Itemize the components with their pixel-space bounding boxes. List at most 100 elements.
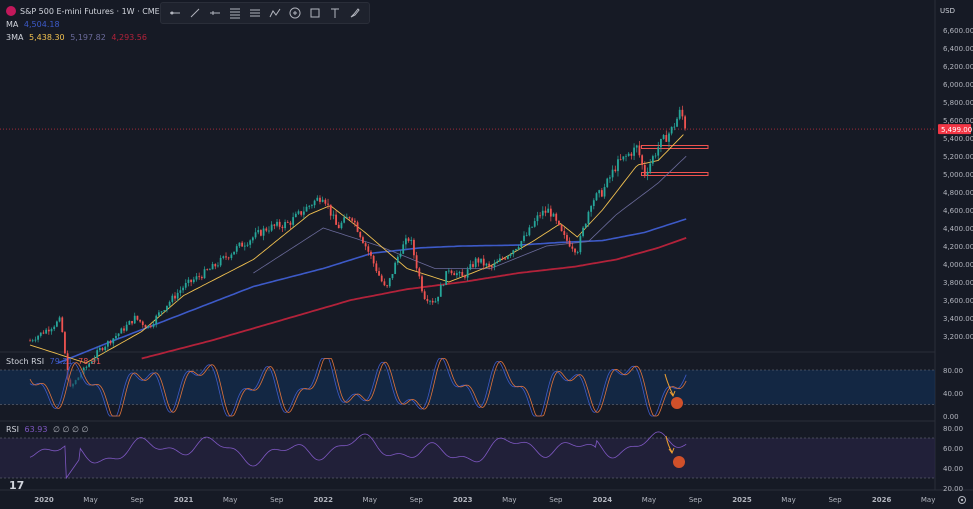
candle-body <box>469 264 472 270</box>
candle-body <box>399 253 402 257</box>
candle-body <box>104 346 107 351</box>
stoch-legend[interactable]: Stoch RSI 79.21 78.91 <box>6 357 101 366</box>
candle-body <box>286 222 289 223</box>
candle-body <box>93 357 96 362</box>
time-tick-label: Sep <box>130 496 144 504</box>
ma3-legend[interactable]: 3MA 5,438.30 5,197.82 4,293.56 <box>6 33 147 42</box>
candle-body <box>372 255 375 264</box>
candle-body <box>227 257 230 259</box>
candle-body <box>378 271 380 276</box>
ma-purple-line <box>253 155 687 274</box>
tradingview-logo[interactable]: 17 <box>9 479 25 492</box>
stoch-k-value: 79.21 <box>49 357 73 366</box>
candle-body <box>123 328 125 331</box>
candle-body <box>200 276 203 279</box>
candle-body <box>179 290 182 293</box>
time-tick-label: 2026 <box>872 496 892 504</box>
ma-legend[interactable]: MA 4,504.18 <box>6 20 60 29</box>
candle-body <box>270 224 273 231</box>
candle-body <box>117 333 120 336</box>
price-tick-label: 3,600.00 <box>943 297 973 305</box>
candle-body <box>651 156 654 164</box>
text-tool-button[interactable] <box>325 4 345 22</box>
candle-body <box>182 287 184 291</box>
candle-body <box>552 213 555 217</box>
candle-body <box>396 256 399 263</box>
candle-body <box>566 235 568 241</box>
candle-body <box>230 254 233 259</box>
candle-body <box>136 315 139 320</box>
price-tick-label: 4,800.00 <box>943 189 973 197</box>
rsi-target-dot <box>673 456 685 468</box>
candle-body <box>39 332 42 336</box>
brush-tool-button[interactable] <box>345 4 365 22</box>
candle-body <box>340 222 343 229</box>
candle-body <box>243 245 246 247</box>
candle-body <box>176 292 179 299</box>
candle-body <box>453 273 456 276</box>
candle-body <box>657 147 660 156</box>
candle-body <box>233 251 235 255</box>
time-tick-label: 2021 <box>174 496 194 504</box>
stoch-tick-label: 40.00 <box>943 390 963 398</box>
candle-body <box>592 200 595 206</box>
candle-body <box>238 242 241 247</box>
time-tick-label: Sep <box>828 496 842 504</box>
candle-body <box>504 258 507 260</box>
candle-body <box>144 324 147 328</box>
candle-body <box>356 222 359 232</box>
rsi-na-3: ∅ <box>72 425 79 434</box>
price-tick-label: 5,600.00 <box>943 117 973 125</box>
candle-body <box>158 312 160 316</box>
rectangle-tool-icon <box>310 8 320 18</box>
price-tick-label: 3,400.00 <box>943 315 973 323</box>
candle-body <box>313 200 316 206</box>
candle-body <box>174 295 176 299</box>
time-tick-label: May <box>83 496 97 504</box>
candle-body <box>281 226 284 229</box>
candle-body <box>407 238 410 241</box>
candle-body <box>676 118 678 127</box>
candle-body <box>265 228 268 231</box>
drawing-toolbar <box>160 2 370 24</box>
candle-body <box>209 269 211 271</box>
rsi-value: 63.93 <box>24 425 48 434</box>
rsi-legend[interactable]: RSI 63.93 ∅ ∅ ∅ ∅ <box>6 425 89 434</box>
rsi-arrow-head <box>668 447 675 455</box>
candle-body <box>619 159 622 161</box>
candle-body <box>380 275 383 282</box>
ray-button[interactable] <box>205 4 225 22</box>
candle-body <box>321 199 324 202</box>
circle-tool-button[interactable] <box>285 4 305 22</box>
candle-body <box>155 315 158 325</box>
fib-button[interactable] <box>225 4 245 22</box>
candle-body <box>496 261 499 264</box>
candle-body <box>635 145 638 148</box>
candle-body <box>308 205 311 207</box>
candle-body <box>660 138 662 148</box>
candle-body <box>225 256 227 258</box>
currency-label[interactable]: USD <box>940 7 955 15</box>
path-button[interactable] <box>265 4 285 22</box>
candle-body <box>125 324 128 331</box>
candle-body <box>289 222 292 225</box>
gear-icon[interactable] <box>957 495 967 505</box>
candle-body <box>609 177 611 179</box>
price-tick-label: 5,400.00 <box>943 135 973 143</box>
trend-line-button[interactable] <box>185 4 205 22</box>
candle-body <box>348 217 351 219</box>
rsi-tick-label: 80.00 <box>943 425 963 433</box>
candle-body <box>34 339 37 341</box>
crosshair-line-button[interactable] <box>165 4 185 22</box>
candle-body <box>472 264 474 267</box>
symbol-title[interactable]: S&P 500 E-mini Futures · 1W · CME <box>20 6 160 16</box>
candle-body <box>512 250 515 255</box>
price-tick-label: 6,200.00 <box>943 63 973 71</box>
trend-line-icon <box>190 8 200 18</box>
rectangle-tool-button[interactable] <box>305 4 325 22</box>
candle-body <box>192 279 195 283</box>
price-tick-label: 3,200.00 <box>943 333 973 341</box>
channel-button[interactable] <box>245 4 265 22</box>
candle-body <box>235 246 238 252</box>
